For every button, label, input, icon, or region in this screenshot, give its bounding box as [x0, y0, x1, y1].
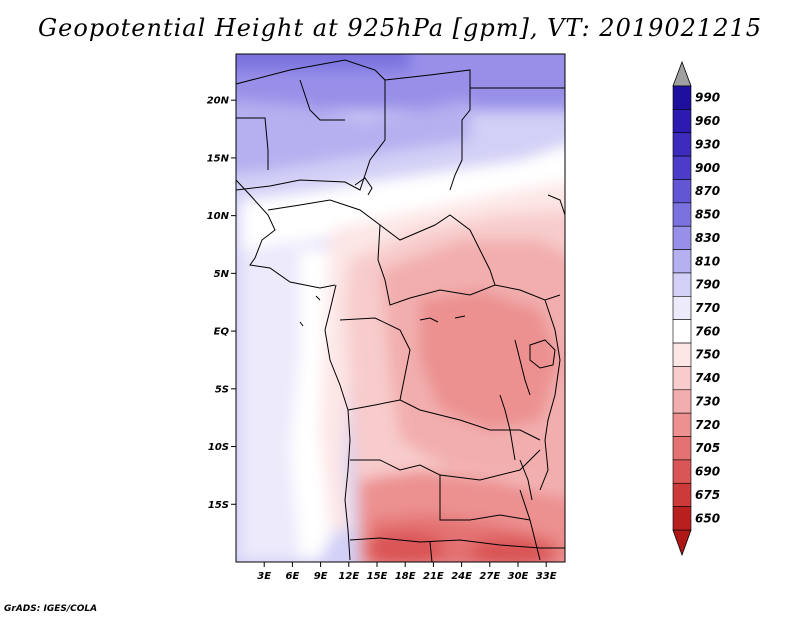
colorbar-label: 960	[695, 114, 720, 128]
colorbar-label: 810	[695, 254, 720, 268]
lon-tick-label: 24E	[451, 571, 472, 582]
colorbar-swatch	[672, 202, 692, 227]
colorbar-swatch	[672, 342, 692, 367]
map-frame	[235, 53, 566, 563]
colorbar-label: 760	[695, 324, 720, 338]
lon-tick-label: 9E	[314, 571, 328, 582]
colorbar-label: 730	[695, 394, 720, 408]
grads-credit: GrADS: IGES/COLA	[4, 604, 98, 614]
colorbar-swatch	[672, 482, 692, 507]
lat-tick-label: 5N	[214, 269, 230, 280]
colorbar-label: 850	[695, 208, 720, 222]
lon-tick-label: 27E	[479, 571, 500, 582]
colorbar-swatch	[672, 506, 692, 531]
colorbar-swatch	[672, 366, 692, 391]
colorbar-label: 720	[695, 418, 720, 432]
lon-tick-label: 21E	[423, 571, 444, 582]
lat-tick-label: 15N	[207, 153, 230, 164]
colorbar-label: 750	[695, 348, 720, 362]
longitude-axis: 3E 6E 9E 12E 15E 18E 21E 24E 27E 30E 33E	[257, 562, 557, 582]
lon-tick-label: 12E	[338, 571, 359, 582]
lat-tick-label: 15S	[208, 500, 229, 511]
colorbar-label: 790	[695, 278, 720, 292]
colorbar-swatch	[672, 132, 692, 157]
colorbar-label: 690	[695, 465, 720, 479]
colorbar: 990 960 930 900 870 850 830 810 790 770 760 750 740 7…	[672, 60, 720, 557]
colorbar-swatch	[672, 179, 692, 204]
colorbar-swatch	[672, 319, 692, 344]
height-field	[236, 54, 565, 562]
colorbar-swatch	[672, 412, 692, 437]
lat-tick-label: 10N	[207, 211, 230, 222]
colorbar-swatch	[672, 109, 692, 134]
colorbar-label: 705	[695, 441, 720, 455]
lon-tick-label: 33E	[536, 571, 557, 582]
colorbar-label: 650	[695, 511, 720, 525]
lat-tick-label: 20N	[207, 96, 230, 107]
lon-tick-label: 15E	[367, 571, 388, 582]
colorbar-swatch	[672, 225, 692, 250]
colorbar-swatch	[672, 296, 692, 320]
colorbar-top-arrow	[672, 60, 692, 87]
colorbar-swatch	[672, 389, 692, 414]
colorbar-swatch	[672, 249, 692, 274]
lat-tick-label: 5S	[215, 384, 229, 395]
colorbar-swatch	[672, 155, 692, 180]
colorbar-label: 990	[695, 91, 720, 105]
lon-tick-label: 6E	[286, 571, 300, 582]
lon-tick-label: 3E	[257, 571, 271, 582]
colorbar-bottom-arrow	[672, 529, 692, 557]
colorbar-label: 740	[695, 371, 720, 385]
lat-tick-label: 10S	[208, 442, 229, 453]
lat-tick-label: EQ	[214, 327, 230, 338]
colorbar-swatch	[672, 436, 692, 461]
colorbar-label: 930	[695, 137, 720, 151]
colorbar-label: 870	[695, 184, 720, 198]
chart-title: Geopotential Height at 925hPa [gpm], VT:…	[38, 14, 762, 42]
colorbar-swatch	[672, 85, 692, 110]
country-boundaries	[236, 59, 565, 562]
colorbar-label: 770	[695, 301, 720, 315]
colorbar-label: 900	[695, 161, 720, 175]
lon-tick-label: 18E	[395, 571, 416, 582]
colorbar-label: 830	[695, 231, 720, 245]
colorbar-label: 675	[695, 488, 720, 502]
latitude-axis: 20N 15N 10N 5N EQ 5S 10S 15S	[207, 96, 236, 511]
colorbar-swatch	[672, 459, 692, 484]
colorbar-swatch	[672, 272, 692, 297]
lon-tick-label: 30E	[508, 571, 529, 582]
